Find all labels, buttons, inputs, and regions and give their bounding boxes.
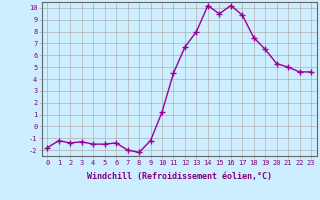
X-axis label: Windchill (Refroidissement éolien,°C): Windchill (Refroidissement éolien,°C) [87, 172, 272, 181]
